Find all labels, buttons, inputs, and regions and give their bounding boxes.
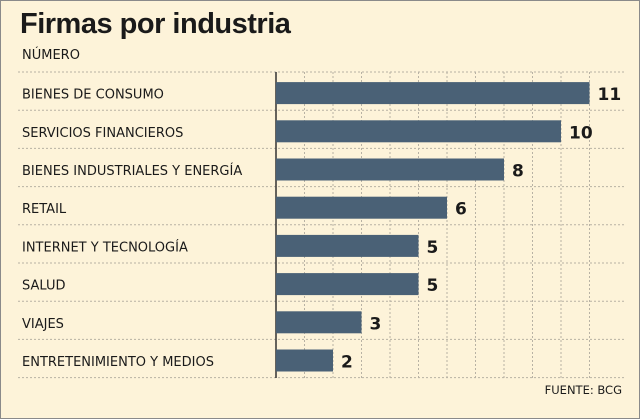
category-label: VIAJES — [22, 317, 64, 332]
category-label: INTERNET Y TECNOLOGÍA — [22, 239, 188, 255]
bar — [276, 311, 362, 334]
category-label: BIENES DE CONSUMO — [22, 88, 164, 103]
data-label: 6 — [455, 200, 467, 220]
category-label: RETAIL — [22, 202, 67, 217]
bar — [276, 196, 447, 219]
data-label: 5 — [427, 276, 439, 296]
data-label: 8 — [512, 162, 524, 182]
category-label: BIENES INDUSTRIALES Y ENERGÍA — [22, 163, 242, 179]
chart-subtitle: NÚMERO — [22, 48, 80, 63]
category-label: SALUD — [22, 279, 66, 294]
bar — [276, 349, 333, 372]
data-label: 5 — [427, 238, 439, 258]
bar — [276, 273, 419, 296]
data-label: 11 — [598, 85, 622, 105]
category-label: ENTRETENIMIENTO Y MEDIOS — [22, 355, 214, 370]
data-label: 2 — [341, 353, 353, 373]
data-label: 10 — [569, 123, 593, 143]
bar — [276, 82, 590, 105]
bar — [276, 234, 419, 257]
chart-title: Firmas por industria — [20, 8, 291, 40]
data-label: 3 — [370, 314, 382, 334]
source-note: FUENTE: BCG — [544, 383, 622, 397]
category-label: SERVICIOS FINANCIEROS — [22, 126, 183, 141]
bar — [276, 120, 561, 143]
bar — [276, 158, 504, 181]
